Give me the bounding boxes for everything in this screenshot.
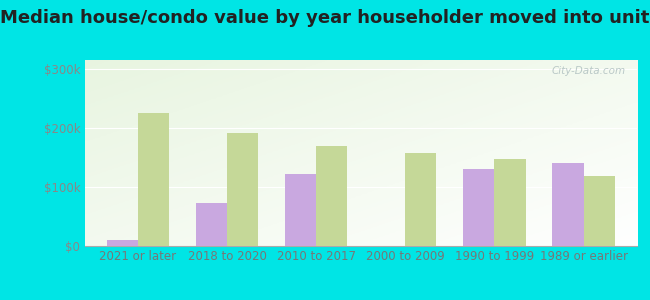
Bar (138, 113, 169, 246)
Bar (107, 240, 138, 246)
Text: Median house/condo value by year householder moved into unit: Median house/condo value by year househo… (0, 9, 650, 27)
Bar (196, 203, 227, 246)
Bar (552, 163, 584, 246)
Bar (495, 159, 526, 246)
Bar (316, 146, 347, 246)
Bar (406, 153, 437, 246)
Bar (584, 176, 615, 246)
Text: City-Data.com: City-Data.com (552, 66, 626, 76)
Bar (463, 169, 495, 246)
Bar (285, 174, 316, 246)
Bar (227, 133, 258, 246)
